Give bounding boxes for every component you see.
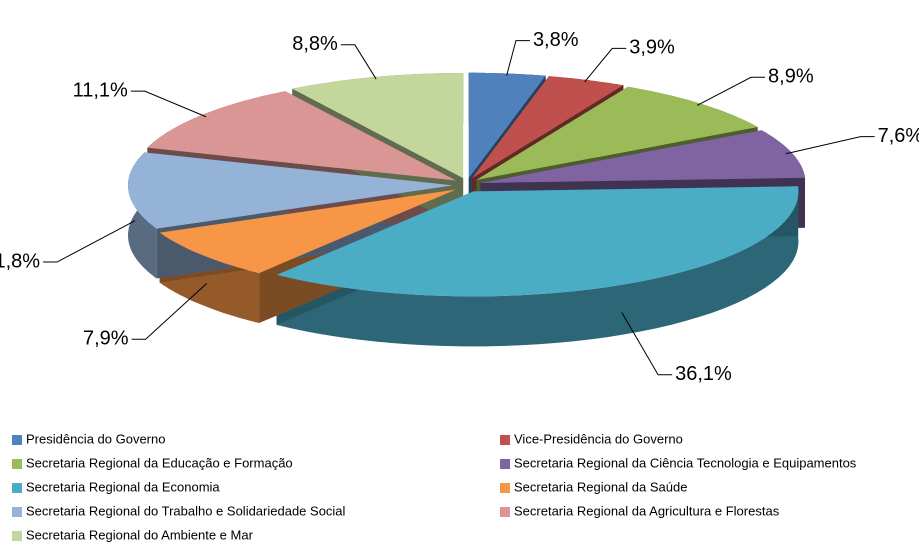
legend-label: Vice-Presidência do Governo: [514, 431, 683, 446]
slice-side: [276, 186, 799, 347]
slice: [128, 152, 454, 229]
legend-label: Secretaria Regional do Trabalho e Solida…: [26, 503, 346, 518]
legend-label: Secretaria Regional da Educação e Formaç…: [26, 455, 293, 470]
slice: [476, 86, 758, 180]
data-label: 7,6%: [878, 125, 919, 147]
data-label: 11,1%: [73, 79, 128, 101]
slice-shade: [276, 186, 799, 347]
leader-line: [340, 44, 377, 80]
slice: [276, 186, 799, 297]
legend-swatch: [12, 531, 22, 541]
leader-line: [584, 47, 627, 83]
data-label: 3,8%: [533, 29, 579, 51]
legend-swatch: [12, 483, 22, 493]
leader-line: [621, 312, 673, 376]
leader-line: [696, 76, 766, 106]
slice: [147, 91, 457, 181]
legend-label: Secretaria Regional da Agricultura e Flo…: [514, 503, 780, 518]
leader-line: [506, 40, 530, 76]
legend-swatch: [500, 459, 510, 469]
legend-swatch: [500, 483, 510, 493]
data-label: 3,9%: [629, 37, 675, 59]
leader-line: [785, 136, 875, 155]
data-label: 11,8%: [0, 250, 40, 272]
legend-label: Secretaria Regional do Ambiente e Mar: [26, 527, 254, 542]
slice: [468, 72, 546, 178]
data-label: 8,8%: [292, 33, 338, 55]
slice: [292, 73, 464, 179]
legend-label: Secretaria Regional da Economia: [26, 479, 220, 494]
data-label: 36,1%: [675, 363, 732, 385]
leader-line: [131, 283, 208, 340]
leader-line: [43, 220, 136, 263]
legend-label: Secretaria Regional da Saúde: [514, 479, 687, 494]
slice: [159, 189, 457, 273]
legend-swatch: [500, 435, 510, 445]
legend-swatch: [12, 435, 22, 445]
legend-label: Presidência do Governo: [26, 431, 165, 446]
legend-swatch: [500, 507, 510, 517]
legend-swatch: [12, 459, 22, 469]
legend-label: Secretaria Regional da Ciência Tecnologi…: [514, 455, 857, 470]
data-label: 7,9%: [83, 327, 129, 349]
leader-line: [130, 90, 207, 118]
data-label: 8,9%: [768, 66, 814, 88]
slice: [471, 76, 624, 179]
slice: [480, 130, 805, 183]
legend-swatch: [12, 507, 22, 517]
